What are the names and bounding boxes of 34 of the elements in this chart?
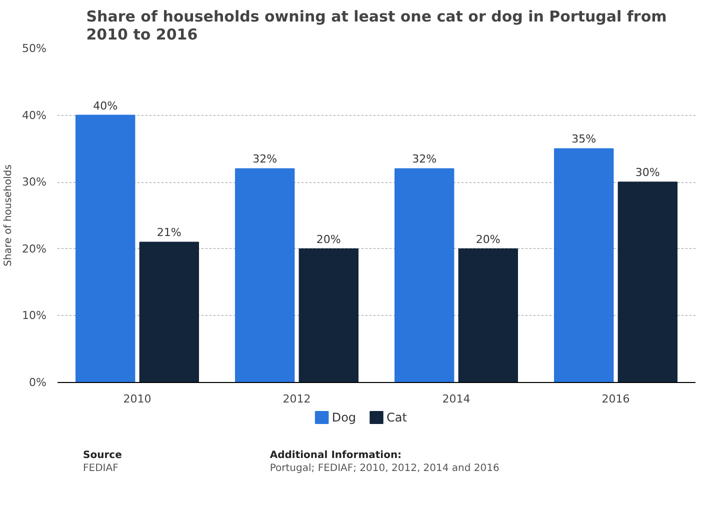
text: 21%: [156, 226, 182, 240]
text: Portugal; FEDIAF; 2010, 2012, 2014 and 2016: [270, 463, 500, 474]
text: 35%: [572, 132, 596, 146]
text: Additional Information:: [270, 450, 402, 461]
y-tick-label: 20%: [22, 242, 47, 256]
bar: [139, 242, 199, 382]
y-tick-label: 0%: [29, 376, 46, 389]
x-tick-label: 2016: [602, 392, 630, 406]
x-tick-label: 2010: [123, 392, 152, 406]
text: Source: [83, 450, 122, 461]
x-tick-label: 2012: [282, 392, 311, 406]
text: 40%: [93, 99, 118, 112]
bar: [618, 182, 678, 382]
y-tick-label: 10%: [22, 309, 47, 322]
text: 20%: [316, 232, 341, 246]
bar: [76, 114, 136, 382]
bar: [235, 168, 295, 382]
text: 32%: [252, 152, 278, 166]
text: 30%: [635, 166, 660, 180]
y-tick-label: 30%: [22, 176, 47, 189]
x-tick-label: 2014: [442, 392, 470, 406]
legend-label: Cat: [386, 410, 408, 424]
text: 20%: [476, 232, 500, 246]
bar: [394, 168, 454, 382]
bar: [458, 248, 518, 382]
legend-label: Dog: [332, 410, 356, 424]
y-tick-label: 40%: [22, 108, 47, 122]
text: FEDIAF: [83, 463, 119, 474]
y-axis-title: Share of households: [3, 164, 14, 266]
y-tick-label: 50%: [22, 42, 47, 55]
bar: [298, 248, 358, 382]
bar: [554, 148, 614, 382]
text: 32%: [412, 152, 437, 166]
chart-title: Share of households owning at least one cat or dog in Portugal from 2010 to 2016: [86, 8, 667, 44]
